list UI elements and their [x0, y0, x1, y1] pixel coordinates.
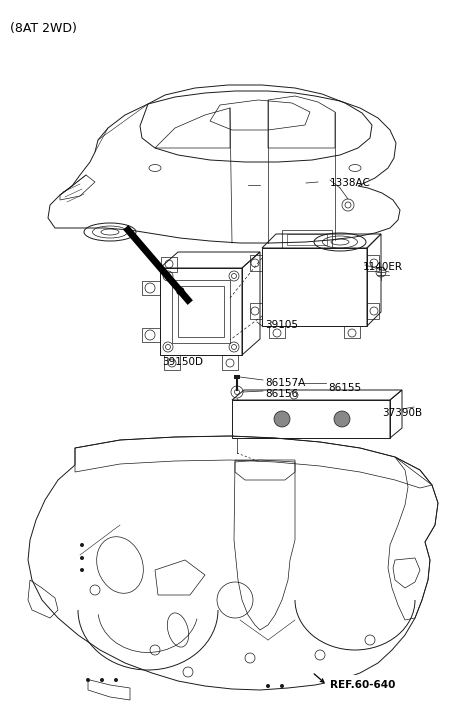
Text: 39150D: 39150D: [162, 357, 203, 367]
Text: 37390B: 37390B: [382, 408, 422, 418]
Text: (8AT 2WD): (8AT 2WD): [10, 22, 77, 35]
Bar: [234, 375, 240, 379]
Circle shape: [114, 678, 118, 682]
Circle shape: [80, 543, 84, 547]
Circle shape: [274, 411, 290, 427]
Text: 86156: 86156: [265, 389, 298, 399]
Circle shape: [80, 556, 84, 560]
Text: 86157A: 86157A: [265, 378, 305, 388]
Text: REF.60-640: REF.60-640: [330, 680, 395, 690]
Text: 86155: 86155: [328, 383, 361, 393]
Circle shape: [266, 684, 270, 688]
Circle shape: [334, 411, 350, 427]
Circle shape: [80, 568, 84, 572]
Circle shape: [100, 678, 104, 682]
Circle shape: [280, 684, 284, 688]
Text: 1140ER: 1140ER: [363, 262, 403, 272]
Text: 1338AC: 1338AC: [330, 178, 371, 188]
Circle shape: [86, 678, 90, 682]
Text: 39105: 39105: [265, 320, 298, 330]
